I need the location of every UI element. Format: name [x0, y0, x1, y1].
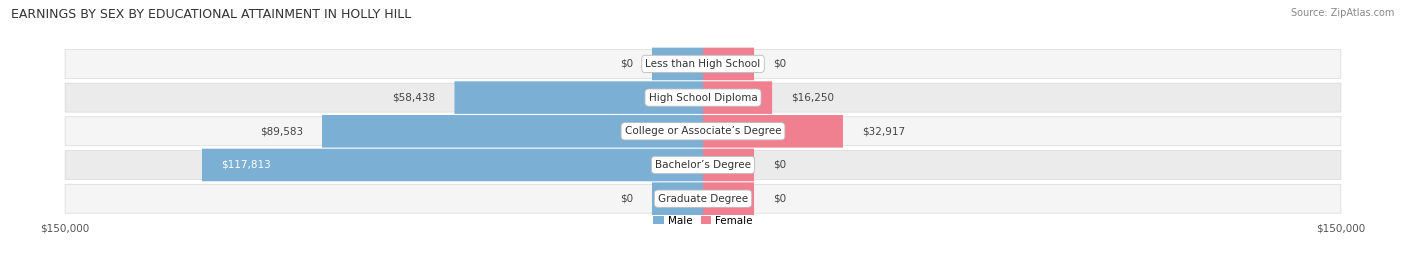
- FancyBboxPatch shape: [202, 149, 703, 181]
- Legend: Male, Female: Male, Female: [650, 211, 756, 230]
- Text: Source: ZipAtlas.com: Source: ZipAtlas.com: [1291, 8, 1395, 18]
- FancyBboxPatch shape: [65, 83, 1341, 112]
- FancyBboxPatch shape: [65, 151, 1341, 179]
- FancyBboxPatch shape: [703, 149, 754, 181]
- FancyBboxPatch shape: [703, 115, 844, 148]
- FancyBboxPatch shape: [703, 48, 754, 80]
- Text: $0: $0: [773, 194, 786, 204]
- Text: $0: $0: [620, 194, 633, 204]
- Text: $89,583: $89,583: [260, 126, 302, 136]
- FancyBboxPatch shape: [454, 81, 703, 114]
- Text: Bachelor’s Degree: Bachelor’s Degree: [655, 160, 751, 170]
- FancyBboxPatch shape: [65, 117, 1341, 146]
- FancyBboxPatch shape: [65, 49, 1341, 79]
- Text: Less than High School: Less than High School: [645, 59, 761, 69]
- Text: $32,917: $32,917: [862, 126, 905, 136]
- FancyBboxPatch shape: [65, 184, 1341, 213]
- FancyBboxPatch shape: [322, 115, 703, 148]
- Text: $0: $0: [773, 160, 786, 170]
- Text: EARNINGS BY SEX BY EDUCATIONAL ATTAINMENT IN HOLLY HILL: EARNINGS BY SEX BY EDUCATIONAL ATTAINMEN…: [11, 8, 412, 21]
- Text: Graduate Degree: Graduate Degree: [658, 194, 748, 204]
- Text: $117,813: $117,813: [221, 160, 271, 170]
- FancyBboxPatch shape: [652, 182, 703, 215]
- Text: High School Diploma: High School Diploma: [648, 93, 758, 102]
- Text: $16,250: $16,250: [792, 93, 834, 102]
- Text: $58,438: $58,438: [392, 93, 436, 102]
- FancyBboxPatch shape: [652, 48, 703, 80]
- FancyBboxPatch shape: [703, 81, 772, 114]
- FancyBboxPatch shape: [703, 182, 754, 215]
- Text: $0: $0: [620, 59, 633, 69]
- Text: $0: $0: [773, 59, 786, 69]
- Text: College or Associate’s Degree: College or Associate’s Degree: [624, 126, 782, 136]
